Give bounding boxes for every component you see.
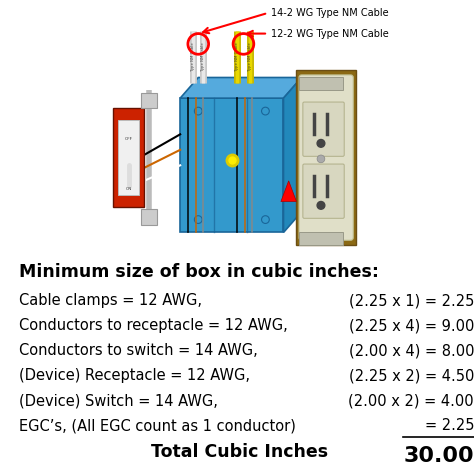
Text: ON: ON bbox=[126, 187, 132, 191]
Text: Type NM Cable: Type NM Cable bbox=[235, 43, 239, 71]
Text: Minimum size of box in cubic inches:: Minimum size of box in cubic inches: bbox=[19, 263, 379, 281]
Text: Conductors to switch = 14 AWG,: Conductors to switch = 14 AWG, bbox=[19, 343, 258, 358]
Circle shape bbox=[317, 155, 325, 163]
Text: (2.25 x 1) = 2.25: (2.25 x 1) = 2.25 bbox=[348, 293, 474, 308]
FancyBboxPatch shape bbox=[303, 164, 344, 219]
FancyBboxPatch shape bbox=[296, 70, 356, 246]
Polygon shape bbox=[180, 78, 301, 98]
FancyBboxPatch shape bbox=[118, 120, 139, 195]
Text: Type NM Cable: Type NM Cable bbox=[191, 43, 195, 71]
Text: = 2.25: = 2.25 bbox=[425, 419, 474, 433]
Polygon shape bbox=[283, 78, 301, 233]
Text: OFF: OFF bbox=[125, 137, 133, 142]
Text: (2.25 x 4) = 9.00: (2.25 x 4) = 9.00 bbox=[348, 318, 474, 333]
Text: Cable clamps = 12 AWG,: Cable clamps = 12 AWG, bbox=[19, 293, 202, 308]
FancyBboxPatch shape bbox=[299, 75, 353, 240]
Text: Type NM Cable: Type NM Cable bbox=[248, 43, 252, 71]
Text: (2.00 x 4) = 8.00: (2.00 x 4) = 8.00 bbox=[348, 343, 474, 358]
Text: 30.00: 30.00 bbox=[403, 446, 474, 465]
Text: Total Cubic Inches: Total Cubic Inches bbox=[151, 444, 328, 462]
FancyBboxPatch shape bbox=[299, 233, 343, 246]
Text: (Device) Switch = 14 AWG,: (Device) Switch = 14 AWG, bbox=[19, 393, 218, 408]
Polygon shape bbox=[281, 181, 296, 201]
Circle shape bbox=[317, 139, 325, 147]
Text: (2.25 x 2) = 4.50: (2.25 x 2) = 4.50 bbox=[348, 368, 474, 383]
Text: (Device) Receptacle = 12 AWG,: (Device) Receptacle = 12 AWG, bbox=[19, 368, 250, 383]
FancyBboxPatch shape bbox=[299, 78, 343, 91]
Text: 14-2 WG Type NM Cable: 14-2 WG Type NM Cable bbox=[271, 8, 388, 18]
FancyBboxPatch shape bbox=[141, 93, 157, 109]
Text: EGC’s, (All EGC count as 1 conductor): EGC’s, (All EGC count as 1 conductor) bbox=[19, 419, 296, 433]
Text: (2.00 x 2) = 4.00: (2.00 x 2) = 4.00 bbox=[348, 393, 474, 408]
FancyBboxPatch shape bbox=[113, 109, 144, 207]
Text: Conductors to receptacle = 12 AWG,: Conductors to receptacle = 12 AWG, bbox=[19, 318, 288, 333]
Polygon shape bbox=[180, 98, 283, 233]
FancyBboxPatch shape bbox=[303, 102, 344, 156]
Text: Type NM Cable: Type NM Cable bbox=[201, 43, 205, 71]
Text: 12-2 WG Type NM Cable: 12-2 WG Type NM Cable bbox=[271, 28, 388, 38]
FancyBboxPatch shape bbox=[141, 209, 157, 225]
Circle shape bbox=[317, 201, 325, 209]
